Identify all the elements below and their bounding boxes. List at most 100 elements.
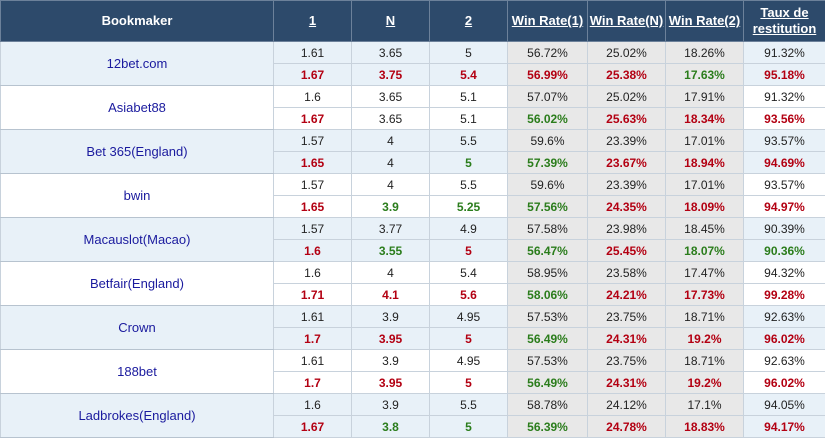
closing-odds-home-cell: 1.6 <box>274 240 352 262</box>
closing-odds-home-cell: 1.65 <box>274 196 352 218</box>
opening-odds-home-cell: 1.6 <box>274 262 352 284</box>
closing-win-rate-draw-cell: 25.38% <box>588 64 666 86</box>
closing-odds-away-cell: 5.25 <box>430 196 508 218</box>
opening-win-rate-draw-cell: 23.75% <box>588 350 666 372</box>
bookmaker-name[interactable]: 188bet <box>1 350 274 394</box>
opening-odds-away-cell: 4.95 <box>430 306 508 328</box>
opening-win-rate-home-cell: 58.78% <box>508 394 588 416</box>
closing-odds-away-cell: 5.1 <box>430 108 508 130</box>
closing-win-rate-draw-cell: 25.63% <box>588 108 666 130</box>
opening-win-rate-away-cell: 18.71% <box>666 306 744 328</box>
closing-odds-draw-cell: 3.8 <box>352 416 430 438</box>
closing-odds-draw-cell: 4.1 <box>352 284 430 306</box>
closing-win-rate-draw-cell: 24.31% <box>588 372 666 394</box>
opening-odds-draw-cell: 4 <box>352 130 430 152</box>
closing-odds-away-cell: 5.6 <box>430 284 508 306</box>
closing-odds-draw-cell: 3.75 <box>352 64 430 86</box>
win-rate-away-header[interactable]: Win Rate(2) <box>666 1 744 42</box>
closing-win-rate-home-cell: 56.39% <box>508 416 588 438</box>
closing-win-rate-away-cell: 18.07% <box>666 240 744 262</box>
closing-odds-away-cell: 5 <box>430 152 508 174</box>
closing-payout-rate-cell: 96.02% <box>744 372 825 394</box>
closing-win-rate-away-cell: 18.09% <box>666 196 744 218</box>
opening-odds-away-cell: 5 <box>430 42 508 64</box>
opening-odds-draw-cell: 3.77 <box>352 218 430 240</box>
opening-payout-rate-cell: 93.57% <box>744 174 825 196</box>
opening-win-rate-away-cell: 18.71% <box>666 350 744 372</box>
opening-win-rate-draw-cell: 24.12% <box>588 394 666 416</box>
closing-win-rate-away-cell: 18.34% <box>666 108 744 130</box>
opening-payout-rate-cell: 93.57% <box>744 130 825 152</box>
opening-odds-home-cell: 1.6 <box>274 86 352 108</box>
opening-odds-home-cell: 1.57 <box>274 218 352 240</box>
closing-payout-rate-cell: 94.69% <box>744 152 825 174</box>
opening-payout-rate-cell: 94.05% <box>744 394 825 416</box>
closing-payout-rate-cell: 94.17% <box>744 416 825 438</box>
closing-odds-home-cell: 1.71 <box>274 284 352 306</box>
opening-win-rate-draw-cell: 23.75% <box>588 306 666 328</box>
win-rate-home-header[interactable]: Win Rate(1) <box>508 1 588 42</box>
closing-odds-home-cell: 1.7 <box>274 372 352 394</box>
opening-odds-home-cell: 1.61 <box>274 42 352 64</box>
closing-win-rate-draw-cell: 24.31% <box>588 328 666 350</box>
closing-win-rate-away-cell: 18.94% <box>666 152 744 174</box>
payout-rate-header[interactable]: Taux de restitution <box>744 1 825 42</box>
opening-win-rate-away-cell: 17.1% <box>666 394 744 416</box>
closing-win-rate-home-cell: 56.49% <box>508 372 588 394</box>
bookmaker-name[interactable]: Bet 365(England) <box>1 130 274 174</box>
opening-payout-rate-cell: 92.63% <box>744 306 825 328</box>
opening-odds-home-cell: 1.61 <box>274 350 352 372</box>
closing-win-rate-draw-cell: 25.45% <box>588 240 666 262</box>
bookmaker-name[interactable]: Asiabet88 <box>1 86 274 130</box>
opening-odds-away-cell: 4.95 <box>430 350 508 372</box>
closing-payout-rate-cell: 90.36% <box>744 240 825 262</box>
closing-odds-draw-cell: 3.55 <box>352 240 430 262</box>
closing-win-rate-draw-cell: 24.35% <box>588 196 666 218</box>
closing-win-rate-home-cell: 57.56% <box>508 196 588 218</box>
closing-win-rate-home-cell: 57.39% <box>508 152 588 174</box>
closing-win-rate-away-cell: 18.83% <box>666 416 744 438</box>
opening-odds-away-cell: 4.9 <box>430 218 508 240</box>
opening-odds-draw-cell: 3.9 <box>352 394 430 416</box>
opening-win-rate-draw-cell: 23.58% <box>588 262 666 284</box>
closing-odds-away-cell: 5 <box>430 372 508 394</box>
bookmaker-name[interactable]: bwin <box>1 174 274 218</box>
opening-payout-rate-cell: 94.32% <box>744 262 825 284</box>
closing-win-rate-away-cell: 17.73% <box>666 284 744 306</box>
win-rate-draw-header[interactable]: Win Rate(N) <box>588 1 666 42</box>
closing-win-rate-home-cell: 56.47% <box>508 240 588 262</box>
opening-odds-away-cell: 5.5 <box>430 130 508 152</box>
opening-win-rate-away-cell: 17.01% <box>666 174 744 196</box>
opening-win-rate-away-cell: 17.91% <box>666 86 744 108</box>
bookmaker-name[interactable]: Macauslot(Macao) <box>1 218 274 262</box>
closing-odds-away-cell: 5 <box>430 416 508 438</box>
closing-win-rate-draw-cell: 24.21% <box>588 284 666 306</box>
closing-odds-home-cell: 1.67 <box>274 416 352 438</box>
bookmaker-name[interactable]: 12bet.com <box>1 42 274 86</box>
opening-win-rate-home-cell: 59.6% <box>508 174 588 196</box>
odds-draw-header[interactable]: N <box>352 1 430 42</box>
closing-win-rate-away-cell: 19.2% <box>666 372 744 394</box>
opening-win-rate-home-cell: 58.95% <box>508 262 588 284</box>
odds-home-header[interactable]: 1 <box>274 1 352 42</box>
closing-payout-rate-cell: 93.56% <box>744 108 825 130</box>
opening-payout-rate-cell: 92.63% <box>744 350 825 372</box>
closing-win-rate-draw-cell: 24.78% <box>588 416 666 438</box>
table-header-row: Bookmaker 1 N 2 Win Rate(1) Win Rate(N) … <box>1 1 825 42</box>
opening-odds-draw-cell: 3.9 <box>352 306 430 328</box>
odds-away-header[interactable]: 2 <box>430 1 508 42</box>
opening-win-rate-home-cell: 57.58% <box>508 218 588 240</box>
bookmaker-name[interactable]: Crown <box>1 306 274 350</box>
closing-odds-home-cell: 1.7 <box>274 328 352 350</box>
opening-win-rate-home-cell: 59.6% <box>508 130 588 152</box>
bookmaker-name[interactable]: Ladbrokes(England) <box>1 394 274 438</box>
closing-win-rate-home-cell: 56.49% <box>508 328 588 350</box>
opening-win-rate-home-cell: 56.72% <box>508 42 588 64</box>
opening-odds-home-cell: 1.6 <box>274 394 352 416</box>
bookmaker-name[interactable]: Betfair(England) <box>1 262 274 306</box>
